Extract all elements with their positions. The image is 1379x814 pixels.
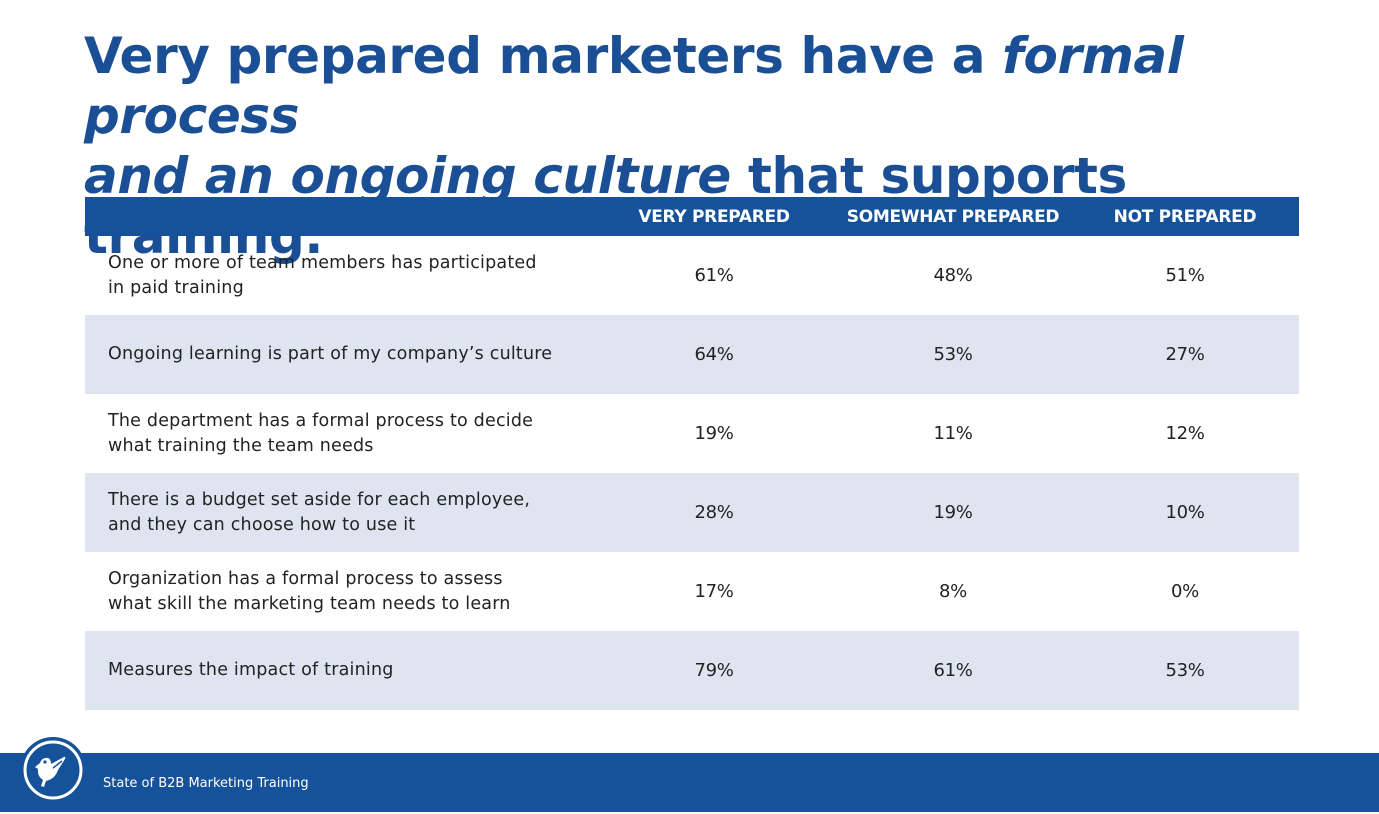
value-very-prepared: 64% bbox=[593, 315, 835, 394]
row-label: Organization has a formal process to ass… bbox=[108, 568, 511, 614]
table-row: Ongoing learning is part of my company’s… bbox=[85, 315, 1299, 394]
table-row: Measures the impact of training 79% 61% … bbox=[85, 631, 1299, 710]
value-not-prepared: 10% bbox=[1071, 473, 1299, 552]
survey-table: VERY PREPARED SOMEWHAT PREPARED NOT PREP… bbox=[85, 197, 1299, 710]
title-emphasis-1: formal process bbox=[84, 27, 1184, 145]
header-not-prepared: NOT PREPARED bbox=[1071, 197, 1299, 236]
bird-logo-icon bbox=[20, 737, 86, 803]
row-label: One or more of team members has particip… bbox=[108, 252, 537, 298]
footer-report-title: State of B2B Marketing Training bbox=[103, 776, 309, 791]
value-not-prepared: 53% bbox=[1071, 631, 1299, 710]
value-very-prepared: 28% bbox=[593, 473, 835, 552]
header-cell-empty bbox=[85, 197, 593, 236]
title-part-1: Very prepared marketers have a bbox=[84, 27, 1003, 85]
value-very-prepared: 79% bbox=[593, 631, 835, 710]
table-row: There is a budget set aside for each emp… bbox=[85, 473, 1299, 552]
value-not-prepared: 51% bbox=[1165, 265, 1205, 286]
table-row: The department has a formal process to d… bbox=[85, 394, 1299, 473]
value-very-prepared: 19% bbox=[694, 423, 734, 444]
footer-bar bbox=[0, 753, 1379, 812]
row-label: Measures the impact of training bbox=[85, 631, 593, 710]
value-very-prepared: 17% bbox=[694, 581, 734, 602]
value-somewhat-prepared: 61% bbox=[835, 631, 1071, 710]
header-very-prepared: VERY PREPARED bbox=[593, 197, 835, 236]
value-very-prepared: 61% bbox=[694, 265, 734, 286]
table-row: Organization has a formal process to ass… bbox=[85, 552, 1299, 631]
header-somewhat-prepared: SOMEWHAT PREPARED bbox=[835, 197, 1071, 236]
value-not-prepared: 27% bbox=[1071, 315, 1299, 394]
title-part-4: that supports training. bbox=[84, 147, 1127, 265]
page-title: Very prepared marketers have a formal pr… bbox=[84, 26, 1344, 266]
value-somewhat-prepared: 11% bbox=[933, 423, 973, 444]
table-row: One or more of team members has particip… bbox=[85, 236, 1299, 315]
value-somewhat-prepared: 19% bbox=[835, 473, 1071, 552]
value-not-prepared: 0% bbox=[1171, 581, 1199, 602]
value-somewhat-prepared: 8% bbox=[939, 581, 967, 602]
value-not-prepared: 12% bbox=[1165, 423, 1205, 444]
value-somewhat-prepared: 53% bbox=[835, 315, 1071, 394]
value-somewhat-prepared: 48% bbox=[933, 265, 973, 286]
row-label: There is a budget set aside for each emp… bbox=[85, 473, 593, 552]
title-emphasis-2: and an ongoing culture bbox=[84, 147, 731, 205]
row-label: Ongoing learning is part of my company’s… bbox=[85, 315, 593, 394]
table-header-row: VERY PREPARED SOMEWHAT PREPARED NOT PREP… bbox=[85, 197, 1299, 236]
row-label: The department has a formal process to d… bbox=[108, 410, 534, 456]
